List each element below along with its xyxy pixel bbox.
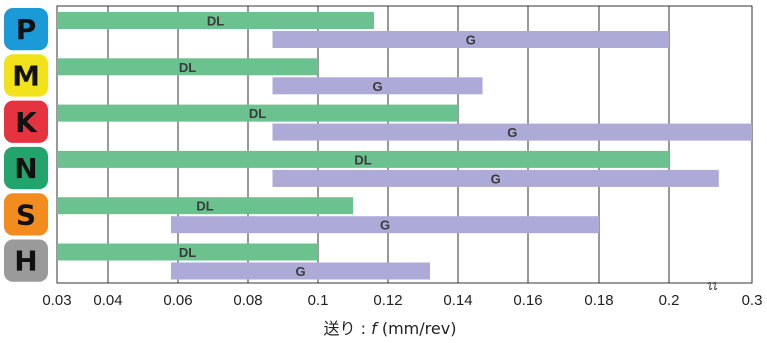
bar-label: G — [380, 218, 390, 233]
bar-label: G — [466, 33, 476, 48]
x-tick-label: 0.06 — [163, 292, 192, 309]
badge-letter: H — [14, 245, 37, 278]
x-tick-label: 0.3 — [742, 292, 763, 309]
bar-label: G — [295, 264, 305, 279]
x-axis-label-variable: f — [371, 319, 379, 338]
badge-background — [4, 239, 48, 282]
x-tick-label: 0.18 — [584, 292, 613, 309]
x-axis-label-prefix: 送り : — [324, 319, 372, 338]
bar-label: DL — [179, 245, 196, 260]
bar-p-dl: DL — [57, 12, 374, 29]
bar-label: DL — [196, 199, 213, 214]
badge-letter: P — [16, 13, 37, 46]
x-tick-label: 0.08 — [233, 292, 262, 309]
x-tick-label: 0.03 — [42, 292, 71, 309]
x-axis-label: 送り : f (mm/rev) — [324, 319, 457, 338]
break-stroke — [712, 281, 718, 291]
grid — [56, 5, 753, 284]
badge-letter: M — [12, 59, 40, 92]
material-badge-k: K — [4, 100, 48, 143]
x-axis-ticks: 0.03 0.04 0.06 0.08 0.1 0.12 0.14 0.16 0.18 0.2 0.… — [42, 292, 762, 309]
bar-label: G — [372, 79, 382, 94]
bar-k-dl: DL — [57, 104, 458, 122]
bar-label: G — [491, 171, 501, 186]
badge-background — [4, 54, 48, 97]
material-badge-m: M — [4, 54, 48, 97]
x-tick-label: 0.12 — [373, 292, 402, 309]
bar-m-g: G — [272, 77, 483, 95]
badge-letter: K — [15, 106, 38, 139]
x-tick-label: 0.04 — [93, 292, 122, 309]
bar-rect — [57, 104, 458, 122]
x-tick-label: 0.14 — [443, 292, 472, 309]
axis-break-mark — [707, 281, 718, 291]
bar-rect — [171, 216, 599, 234]
material-badge-s: S — [4, 193, 48, 236]
bar-label: G — [507, 125, 517, 140]
material-badge-n: N — [4, 146, 48, 190]
badge-background — [4, 100, 48, 143]
break-stroke — [707, 281, 713, 291]
bar-p-g: G — [272, 31, 669, 48]
material-badge-h: H — [4, 239, 48, 282]
bar-rect — [57, 197, 353, 215]
bar-k-g: G — [272, 123, 752, 141]
material-badge-p: P — [4, 8, 48, 51]
badge-letter: N — [14, 152, 37, 185]
range-bars: DL G DL G DL G DL G DL G DL G — [57, 12, 752, 280]
badge-background — [4, 193, 48, 236]
x-tick-label: 0.16 — [513, 292, 542, 309]
bar-n-g: G — [272, 169, 719, 187]
bar-label: DL — [179, 60, 196, 75]
bar-s-g: G — [171, 216, 599, 234]
bar-rect — [272, 77, 483, 95]
badge-letter: S — [16, 198, 36, 231]
bar-s-dl: DL — [57, 197, 353, 215]
x-tick-label: 0.2 — [659, 292, 680, 309]
bar-rect — [57, 243, 318, 261]
badge-background — [4, 8, 48, 51]
plot-frame — [56, 5, 753, 284]
bar-label: DL — [249, 106, 266, 121]
x-axis-label-unit: (mm/rev) — [377, 319, 457, 338]
x-tick-label: 0.1 — [308, 292, 329, 309]
bar-rect — [57, 150, 669, 168]
bar-label: DL — [354, 152, 371, 167]
bar-m-dl: DL — [57, 58, 318, 76]
bar-rect — [57, 12, 374, 29]
bar-rect — [57, 58, 318, 76]
bar-n-dl: DL — [57, 150, 669, 168]
bar-rect — [272, 31, 669, 48]
badge-background — [4, 146, 48, 190]
bar-label: DL — [207, 14, 224, 29]
bar-rect — [272, 169, 719, 187]
bar-h-g: G — [171, 262, 430, 280]
bar-rect — [171, 262, 430, 280]
bar-rect — [272, 123, 752, 141]
bar-h-dl: DL — [57, 243, 318, 261]
